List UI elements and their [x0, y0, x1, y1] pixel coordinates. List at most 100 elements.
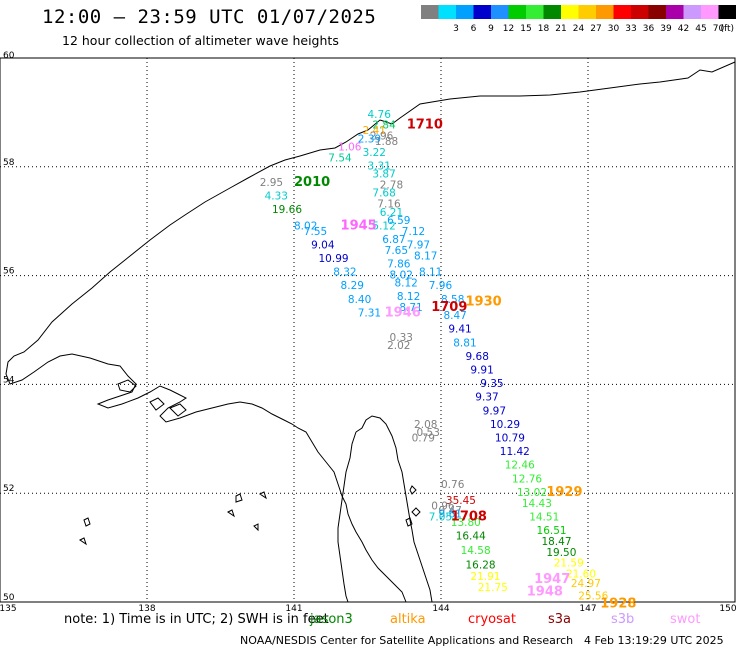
pass-time-label: 1929: [546, 485, 582, 500]
satellite-name: jason3: [310, 612, 353, 627]
legend-swatch: [613, 5, 631, 19]
legend-swatch: [438, 5, 456, 19]
wave-height-value: 2.96: [370, 131, 394, 143]
wave-height-value: 8.02: [390, 269, 413, 281]
wave-height-value: 21.91: [470, 571, 500, 583]
coastline: [5, 61, 736, 603]
wave-height-value: 14.51: [529, 511, 559, 523]
legend-swatch: [701, 5, 719, 19]
wave-height-value: 19.66: [272, 204, 302, 216]
legend-tick-label: 3: [453, 24, 459, 34]
wave-height-value: 6.59: [387, 215, 410, 227]
legend-tick-label: 15: [520, 24, 531, 34]
wave-height-value: 2.39: [358, 133, 381, 145]
latitude-label: 52: [3, 484, 14, 494]
wave-height-value: 7.96: [429, 280, 453, 292]
legend-swatch: [718, 5, 736, 19]
legend-swatch: [666, 5, 684, 19]
latitude-label: 50: [3, 593, 15, 603]
longitude-label: 150: [719, 604, 736, 614]
wave-height-value: 25.56: [578, 590, 608, 602]
pass-time-label: 1946: [385, 305, 421, 320]
legend-unit: (ft): [720, 24, 734, 34]
legend-tick-label: 36: [643, 24, 655, 34]
wave-height-value: 8.32: [333, 267, 356, 279]
longitude-label: 135: [0, 604, 17, 614]
wave-height-value: 21.60: [566, 569, 596, 581]
legend-swatch: [596, 5, 614, 19]
mainland-coastline: [5, 61, 736, 603]
wave-height-value: 7.16: [377, 199, 401, 211]
wave-height-value: 8.81: [453, 337, 476, 349]
wave-height-value: 9.35: [480, 378, 503, 390]
wave-height-value: 8.12: [394, 277, 417, 289]
wave-height-value: 11.42: [500, 446, 530, 458]
wave-height-value: 18.47: [541, 536, 571, 548]
wave-height-value: 14.43: [522, 498, 552, 510]
longitude-label: 141: [285, 604, 302, 614]
legend-swatch: [631, 5, 649, 19]
legend-swatch: [473, 5, 491, 19]
wave-height-value: 0.53: [417, 427, 440, 439]
wave-height-value: 10.79: [495, 433, 525, 445]
legend-tick-label: 21: [555, 24, 566, 34]
wave-height-value: 35.45: [446, 495, 476, 507]
wave-height-value: 0.79: [412, 433, 435, 445]
wave-height-value: 7.55: [304, 226, 327, 238]
wave-height-value: 7.12: [402, 226, 425, 238]
small-islets: [79, 485, 421, 546]
wave-height-value: 7.86: [387, 258, 411, 270]
satellite-name: s3a: [548, 612, 572, 627]
wave-height-value: 9.04: [311, 239, 335, 251]
observation-labels: 4.762.842.412.962.391.88 1.06 3.22 7.54 3.31…: [260, 109, 609, 602]
wave-height-value: 21.75: [478, 582, 508, 594]
wave-height-value: 4.33: [265, 190, 288, 202]
legend-tick-label: 70: [713, 24, 725, 34]
shantar-islands: [117, 379, 187, 417]
wave-height-value: 7.97: [407, 239, 430, 251]
pass-time-label: 1710: [407, 118, 443, 133]
wave-height-value: 13.80: [451, 517, 481, 529]
wave-height-value: 9.37: [475, 392, 498, 404]
satellite-name: altika: [390, 612, 426, 627]
wave-height-value: 8.02: [294, 220, 317, 232]
legend-tick-label: 42: [678, 24, 689, 34]
longitude-label: 138: [138, 604, 155, 614]
pass-time-label: 1947: [534, 572, 570, 587]
wave-height-value: 21.59: [554, 558, 584, 570]
pass-time-label: 1930: [466, 295, 502, 310]
wave-height-value: 5.12: [372, 220, 395, 232]
legend-tick-label: 45: [695, 24, 706, 34]
wave-height-value: 9.91: [470, 365, 493, 377]
footer-credit: NOAA/NESDIS Center for Satellite Applica…: [240, 634, 574, 647]
wave-height-value: 2.08: [414, 419, 437, 431]
longitude-label: 147: [579, 604, 596, 614]
legend-tick-label: 39: [660, 24, 672, 34]
legend-tick-label: 33: [625, 24, 636, 34]
wave-height-value: 7.05: [429, 511, 452, 523]
wave-height-value: 2.95: [260, 177, 283, 189]
wave-height-value: 16.51: [537, 525, 567, 537]
legend-swatch: [526, 5, 544, 19]
wave-height-value: 3.22: [363, 147, 386, 159]
footer-timestamp: 4 Feb 13:19:29 UTC 2025: [584, 634, 724, 647]
legend-swatch: [456, 5, 474, 19]
wave-height-value: 10.99: [319, 253, 349, 265]
legend-tick-label: 24: [573, 24, 585, 34]
pass-time-label: 1708: [451, 509, 487, 524]
wave-height-value: 2.84: [372, 120, 396, 132]
pass-time-label: 1709: [431, 300, 467, 315]
latitude-label: 58: [3, 158, 15, 168]
longitude-label: 144: [432, 604, 449, 614]
legend-swatch: [508, 5, 526, 19]
wave-height-value: 9.41: [448, 324, 471, 336]
legend-swatch: [421, 5, 439, 19]
wave-height-value: 1.88: [375, 136, 398, 148]
wave-height-value: 7.65: [385, 245, 408, 257]
legend-swatch: [543, 5, 561, 19]
wave-height-value: 9.68: [466, 351, 489, 363]
wave-height-value: 4.76: [368, 109, 392, 121]
wave-height-value: 7.68: [372, 188, 395, 200]
